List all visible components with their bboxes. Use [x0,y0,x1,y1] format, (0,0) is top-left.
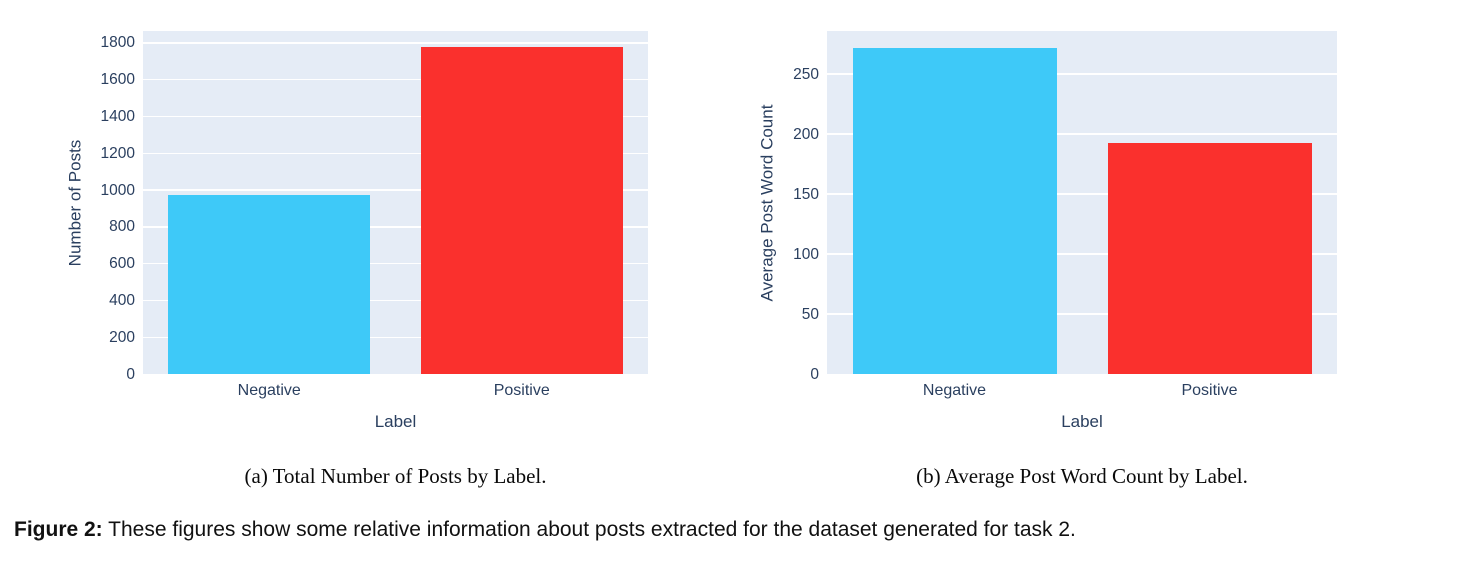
x-tick-label-positive: Positive [493,382,550,399]
gridline [827,313,1337,315]
gridline [827,193,1337,195]
y-tick-label: 0 [810,365,819,383]
bar-positive [1107,142,1312,374]
y-axis-title: Average Post Word Count [757,104,776,301]
y-tick-label: 1600 [100,71,135,89]
x-axis-title: Label [1061,412,1103,431]
x-tick-label-negative: Negative [237,382,301,399]
gridline [143,336,648,338]
y-tick-label: 100 [793,245,819,263]
gridline [143,226,648,228]
gridline [143,115,648,118]
y-tick-label: 0 [126,365,135,383]
gridline [827,133,1337,135]
chart-word-count-by-label: 0 50 100 150 200 250 Negative Positive Label Aver… [734,0,1468,440]
bar-positive [420,46,623,374]
y-tick-label: 600 [109,255,135,273]
y-tick-label: 1400 [100,108,135,126]
gridline [827,73,1337,75]
gridline [143,189,648,191]
figure-caption: Figure 2: These figures show some relati… [14,516,1456,544]
x-axis-title: Label [374,412,417,431]
y-tick-label: 200 [109,328,135,346]
y-tick-label: 400 [109,291,135,309]
subcaption-a: (a) Total Number of Posts by Label. [244,464,547,488]
gridline [143,262,648,265]
y-tick-label: 1200 [100,144,135,162]
y-tick-label: 200 [793,125,819,143]
x-tick-label-positive: Positive [1181,382,1238,399]
chart-posts-by-label: 0 200 400 600 800 1000 1200 1400 1600 1800 Negativ… [0,0,734,440]
y-tick-label: 250 [793,65,819,83]
gridline [143,79,648,81]
y-tick-label: 800 [109,218,135,236]
figure-caption-text: These figures show some relative informa… [108,518,1076,541]
x-tick-label-negative: Negative [922,382,987,399]
y-tick-label: 50 [801,305,819,323]
bar-negative [168,194,371,374]
gridline [143,299,648,302]
subcaption-b: (b) Average Post Word Count by Label. [916,464,1248,488]
y-axis-title: Number of Posts [65,139,84,266]
gridline [143,42,648,44]
y-tick-label: 150 [793,185,819,203]
gridline [143,152,648,154]
gridline [827,253,1337,255]
figure-caption-label: Figure 2: [14,518,103,541]
y-tick-label: 1800 [100,34,135,52]
y-tick-label: 1000 [100,181,135,199]
bar-negative [852,47,1057,374]
